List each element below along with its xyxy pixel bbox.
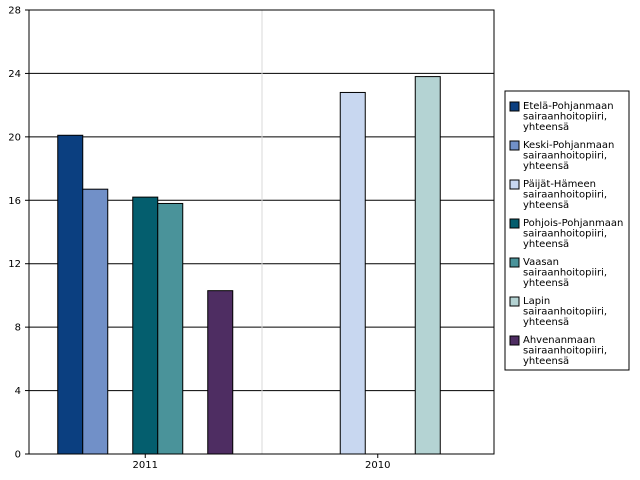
bar-2010-series-2 [339,91,366,455]
legend-swatch [509,101,520,112]
legend-swatch [509,218,520,229]
x-axis-ticks: 2011 2010 [133,454,390,471]
legend-label: Vaasan sairaanhoitopiiri, yhteensä [523,257,607,289]
legend-swatch [509,257,520,268]
y-tick-label: 4 [15,386,21,397]
bar-2011-series-1 [82,188,109,455]
y-tick-label: 12 [8,259,21,270]
bar-2011-series-0 [57,134,84,455]
legend-box [504,90,630,371]
x-tick-label: 2011 [133,460,158,471]
y-tick-label: 8 [15,323,21,334]
legend-label: Keski-Pohjanmaan sairaanhoitopiiri, yhteen… [523,140,614,172]
y-tick-label: 0 [15,450,21,461]
y-tick-label: 20 [8,132,21,143]
bar-2011-series-3 [132,196,159,455]
legend-label: Päijät-Hämeen sairaanhoitopiiri, yhteensä [523,179,607,211]
bar-2010-series-5 [414,76,441,455]
y-tick-label: 28 [8,6,21,17]
legend: Etelä-Pohjanmaan sairaanhoitopiiri, yhteen… [504,90,630,371]
legend-swatch [509,140,520,151]
bar-2011-series-4 [157,202,184,455]
plot-border [28,9,495,455]
legend-swatch [509,296,520,307]
y-tick-label: 16 [8,196,21,207]
legend-label: Etelä-Pohjanmaan sairaanhoitopiiri, yhteen… [523,101,614,133]
x-tick-label: 2010 [365,460,390,471]
legend-label: Lapin sairaanhoitopiiri, yhteensä [523,296,607,328]
y-axis-ticks: 0 4 8 12 16 20 24 28 [8,6,29,461]
legend-label: Ahvenanmaan sairaanhoitopiiri, yhteensä [523,335,607,367]
y-tick-label: 24 [8,69,21,80]
legend-swatch [509,179,520,190]
legend-label: Pohjois-Pohjanmaan sairaanhoitopiiri, yhte… [523,218,623,250]
bar-2011-series-6 [207,290,234,455]
legend-swatch [509,335,520,346]
